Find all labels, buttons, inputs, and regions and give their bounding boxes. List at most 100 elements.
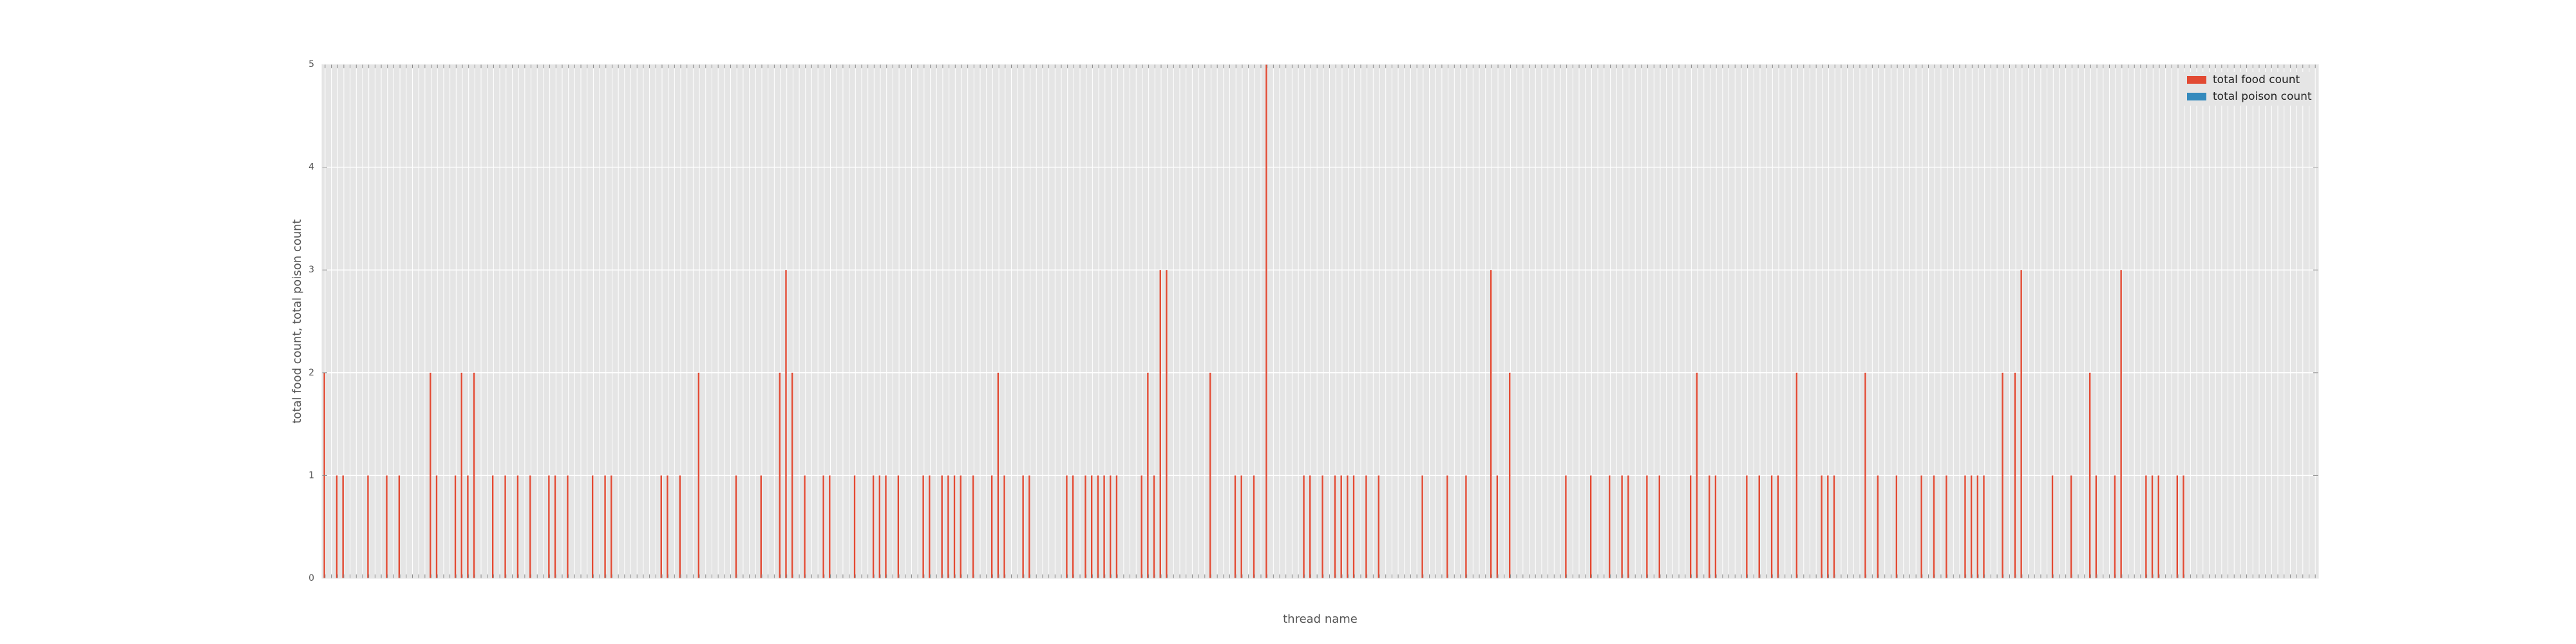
bar: [1795, 372, 1798, 578]
bar: [1964, 475, 1966, 578]
bar: [1877, 475, 1879, 578]
legend-label: total food count: [2213, 73, 2300, 86]
bar: [735, 475, 737, 578]
bar: [430, 372, 431, 578]
bar: [997, 372, 999, 578]
bar: [1421, 475, 1423, 578]
bar: [872, 475, 875, 578]
bar: [1090, 475, 1093, 578]
bar: [554, 475, 556, 578]
bar: [1347, 475, 1349, 578]
bar: [1072, 475, 1074, 578]
bar: [1609, 475, 1611, 578]
bar: [897, 475, 900, 578]
bar: [1970, 475, 1973, 578]
bars: [323, 64, 2184, 578]
bar: [822, 475, 824, 578]
bar: [1141, 475, 1142, 578]
bar: [1028, 475, 1030, 578]
bar: [829, 475, 831, 578]
bar: [473, 372, 475, 578]
bar: [679, 475, 681, 578]
bar: [1696, 372, 1698, 578]
bar: [1446, 475, 1448, 578]
bar: [1689, 475, 1692, 578]
bar: [929, 475, 931, 578]
bar: [1920, 475, 1922, 578]
bar: [386, 475, 388, 578]
bar: [1658, 475, 1660, 578]
y-tick-label: 2: [308, 368, 314, 378]
bar: [342, 475, 344, 578]
bar: [454, 475, 457, 578]
bar: [1770, 475, 1773, 578]
bar: [567, 475, 569, 578]
bar: [853, 475, 856, 578]
bar: [1265, 64, 1267, 578]
bar: [1983, 475, 1985, 578]
bar: [1365, 475, 1367, 578]
plot-frame: [321, 64, 2319, 579]
y-tick-label: 3: [308, 265, 314, 275]
bar: [1496, 475, 1499, 578]
bar: [785, 270, 787, 578]
bar: [1465, 475, 1467, 578]
bar: [491, 475, 494, 578]
bar: [972, 475, 974, 578]
bar: [1321, 475, 1323, 578]
bar: [1166, 270, 1168, 578]
y-tick-label: 4: [308, 162, 314, 173]
legend-swatch: [2187, 93, 2206, 100]
bar: [960, 475, 961, 578]
bar: [1209, 372, 1211, 578]
y-tick-label: 5: [308, 59, 314, 70]
bar: [1714, 475, 1717, 578]
bar: [697, 372, 700, 578]
bar: [611, 475, 612, 578]
y-tick-label: 0: [308, 573, 314, 583]
bar: [604, 475, 606, 578]
legend-label: total poison count: [2213, 90, 2312, 103]
bar: [2145, 475, 2147, 578]
bar: [2120, 270, 2122, 578]
bar: [922, 475, 924, 578]
bar: [1565, 475, 1567, 578]
legend-swatch: [2187, 76, 2206, 84]
bar: [1378, 475, 1380, 578]
bar: [953, 475, 956, 578]
bar: [1159, 270, 1161, 578]
bar: [2020, 270, 2022, 578]
bar: [398, 475, 401, 578]
bar: [1621, 475, 1623, 578]
bar: [435, 475, 438, 578]
bar: [1976, 475, 1979, 578]
bar: [2088, 372, 2091, 578]
bar: [2157, 475, 2159, 578]
bar: [591, 475, 594, 578]
bar: [1240, 475, 1242, 578]
bar: [548, 475, 550, 578]
bar: [885, 475, 887, 578]
bar: [1309, 475, 1311, 578]
bar: [529, 475, 531, 578]
bar: [1097, 475, 1099, 578]
bar: [791, 372, 793, 578]
bar: [947, 475, 949, 578]
bar: [1153, 475, 1155, 578]
bar: [2095, 475, 2098, 578]
bar: [1895, 475, 1898, 578]
bar: [1864, 372, 1866, 578]
bar: [1103, 475, 1105, 578]
bar: [878, 475, 881, 578]
bar: [660, 475, 662, 578]
bar: [1253, 475, 1255, 578]
bar: [2176, 475, 2179, 578]
bar: [1509, 372, 1511, 578]
bar: [2002, 372, 2003, 578]
bar: [1003, 475, 1005, 578]
bar: [1022, 475, 1024, 578]
bar: [1115, 475, 1118, 578]
axes: 0 1 2 3 4 5: [308, 59, 2319, 583]
